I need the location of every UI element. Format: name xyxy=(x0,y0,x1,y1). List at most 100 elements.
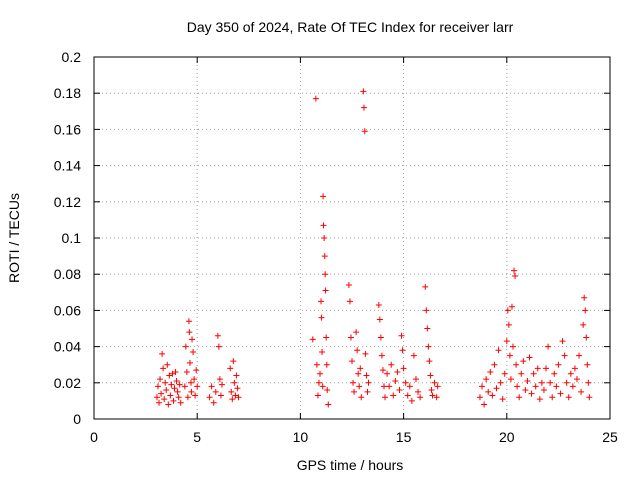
y-tick-label: 0.1 xyxy=(62,230,82,246)
y-tick-label: 0.14 xyxy=(54,158,81,174)
data-point xyxy=(322,271,329,278)
data-point xyxy=(355,370,362,377)
data-point xyxy=(314,392,321,399)
data-point xyxy=(426,358,433,365)
data-point xyxy=(206,394,213,401)
data-point xyxy=(547,379,554,386)
data-point xyxy=(364,388,371,395)
y-axis-title: ROTI / TECUs xyxy=(6,193,22,283)
y-tick-label: 0.12 xyxy=(54,194,81,210)
data-point xyxy=(532,383,539,390)
data-point xyxy=(530,370,537,377)
data-point xyxy=(400,365,407,372)
data-point xyxy=(161,396,168,403)
data-point xyxy=(586,394,593,401)
data-point xyxy=(169,370,176,377)
data-point xyxy=(358,394,365,401)
data-point xyxy=(170,397,177,404)
data-point xyxy=(321,253,328,260)
data-point xyxy=(476,394,483,401)
data-point xyxy=(188,379,195,386)
data-point xyxy=(158,390,165,397)
chart-title: Day 350 of 2024, Rate Of TEC Index for r… xyxy=(187,19,514,35)
data-point xyxy=(580,321,587,328)
data-point xyxy=(518,370,525,377)
data-point xyxy=(212,388,219,395)
x-axis-ticks: 0 5 10 15 20 25 xyxy=(90,57,618,445)
data-point xyxy=(351,388,358,395)
data-point xyxy=(354,347,361,354)
data-point xyxy=(356,383,363,390)
data-point xyxy=(524,377,531,384)
data-point xyxy=(156,399,163,406)
data-point xyxy=(325,401,332,408)
data-point xyxy=(320,222,327,229)
data-point xyxy=(551,370,558,377)
data-point xyxy=(538,379,545,386)
data-point xyxy=(162,379,169,386)
data-point xyxy=(190,349,197,356)
data-point xyxy=(388,361,395,368)
data-point xyxy=(394,368,401,375)
data-point xyxy=(186,329,193,336)
data-point xyxy=(345,282,352,289)
data-point xyxy=(390,392,397,399)
data-point xyxy=(361,128,368,135)
data-point xyxy=(567,370,574,377)
data-point xyxy=(192,392,199,399)
data-point xyxy=(214,332,221,339)
data-point xyxy=(177,399,184,406)
x-tick-label: 20 xyxy=(499,429,515,445)
x-tick-label: 15 xyxy=(396,429,412,445)
data-point xyxy=(512,273,519,280)
grid-lines xyxy=(94,57,610,419)
data-point xyxy=(186,359,193,366)
plot-frame xyxy=(93,56,611,420)
y-tick-label: 0.02 xyxy=(54,375,81,391)
data-point xyxy=(427,372,434,379)
data-point xyxy=(528,390,535,397)
data-point xyxy=(360,104,367,111)
data-point xyxy=(585,379,592,386)
data-point xyxy=(215,343,222,350)
data-point xyxy=(189,336,196,343)
data-point xyxy=(501,370,508,377)
data-point xyxy=(313,361,320,368)
x-tick-label: 25 xyxy=(602,429,618,445)
data-point xyxy=(582,307,589,314)
x-tick-label: 0 xyxy=(90,429,98,445)
x-axis-title: GPS time / hours xyxy=(297,457,404,473)
data-point xyxy=(516,394,523,401)
data-point xyxy=(164,361,171,368)
data-point xyxy=(362,350,369,357)
data-point xyxy=(485,388,492,395)
data-point xyxy=(428,387,435,394)
data-point xyxy=(315,379,322,386)
data-point xyxy=(157,376,164,383)
data-point xyxy=(504,307,511,314)
data-point xyxy=(182,343,189,350)
data-point xyxy=(160,365,167,372)
data-point xyxy=(509,343,516,350)
data-point xyxy=(543,365,550,372)
data-point xyxy=(321,235,328,241)
data-point xyxy=(581,294,588,301)
data-point xyxy=(229,396,236,403)
data-point xyxy=(208,383,215,390)
data-point xyxy=(522,387,529,394)
data-point xyxy=(233,372,240,379)
data-point xyxy=(398,332,405,339)
data-point xyxy=(378,352,385,359)
data-point xyxy=(173,377,180,384)
data-point xyxy=(167,392,174,399)
data-point xyxy=(545,343,552,350)
data-point xyxy=(166,372,173,379)
y-tick-label: 0.04 xyxy=(54,339,81,355)
data-point xyxy=(159,350,166,357)
y-tick-label: 0.08 xyxy=(54,266,81,282)
data-point xyxy=(503,338,510,345)
y-tick-label: 0.16 xyxy=(54,121,81,137)
data-point xyxy=(563,379,570,386)
data-point xyxy=(379,367,386,374)
data-point xyxy=(349,358,355,365)
